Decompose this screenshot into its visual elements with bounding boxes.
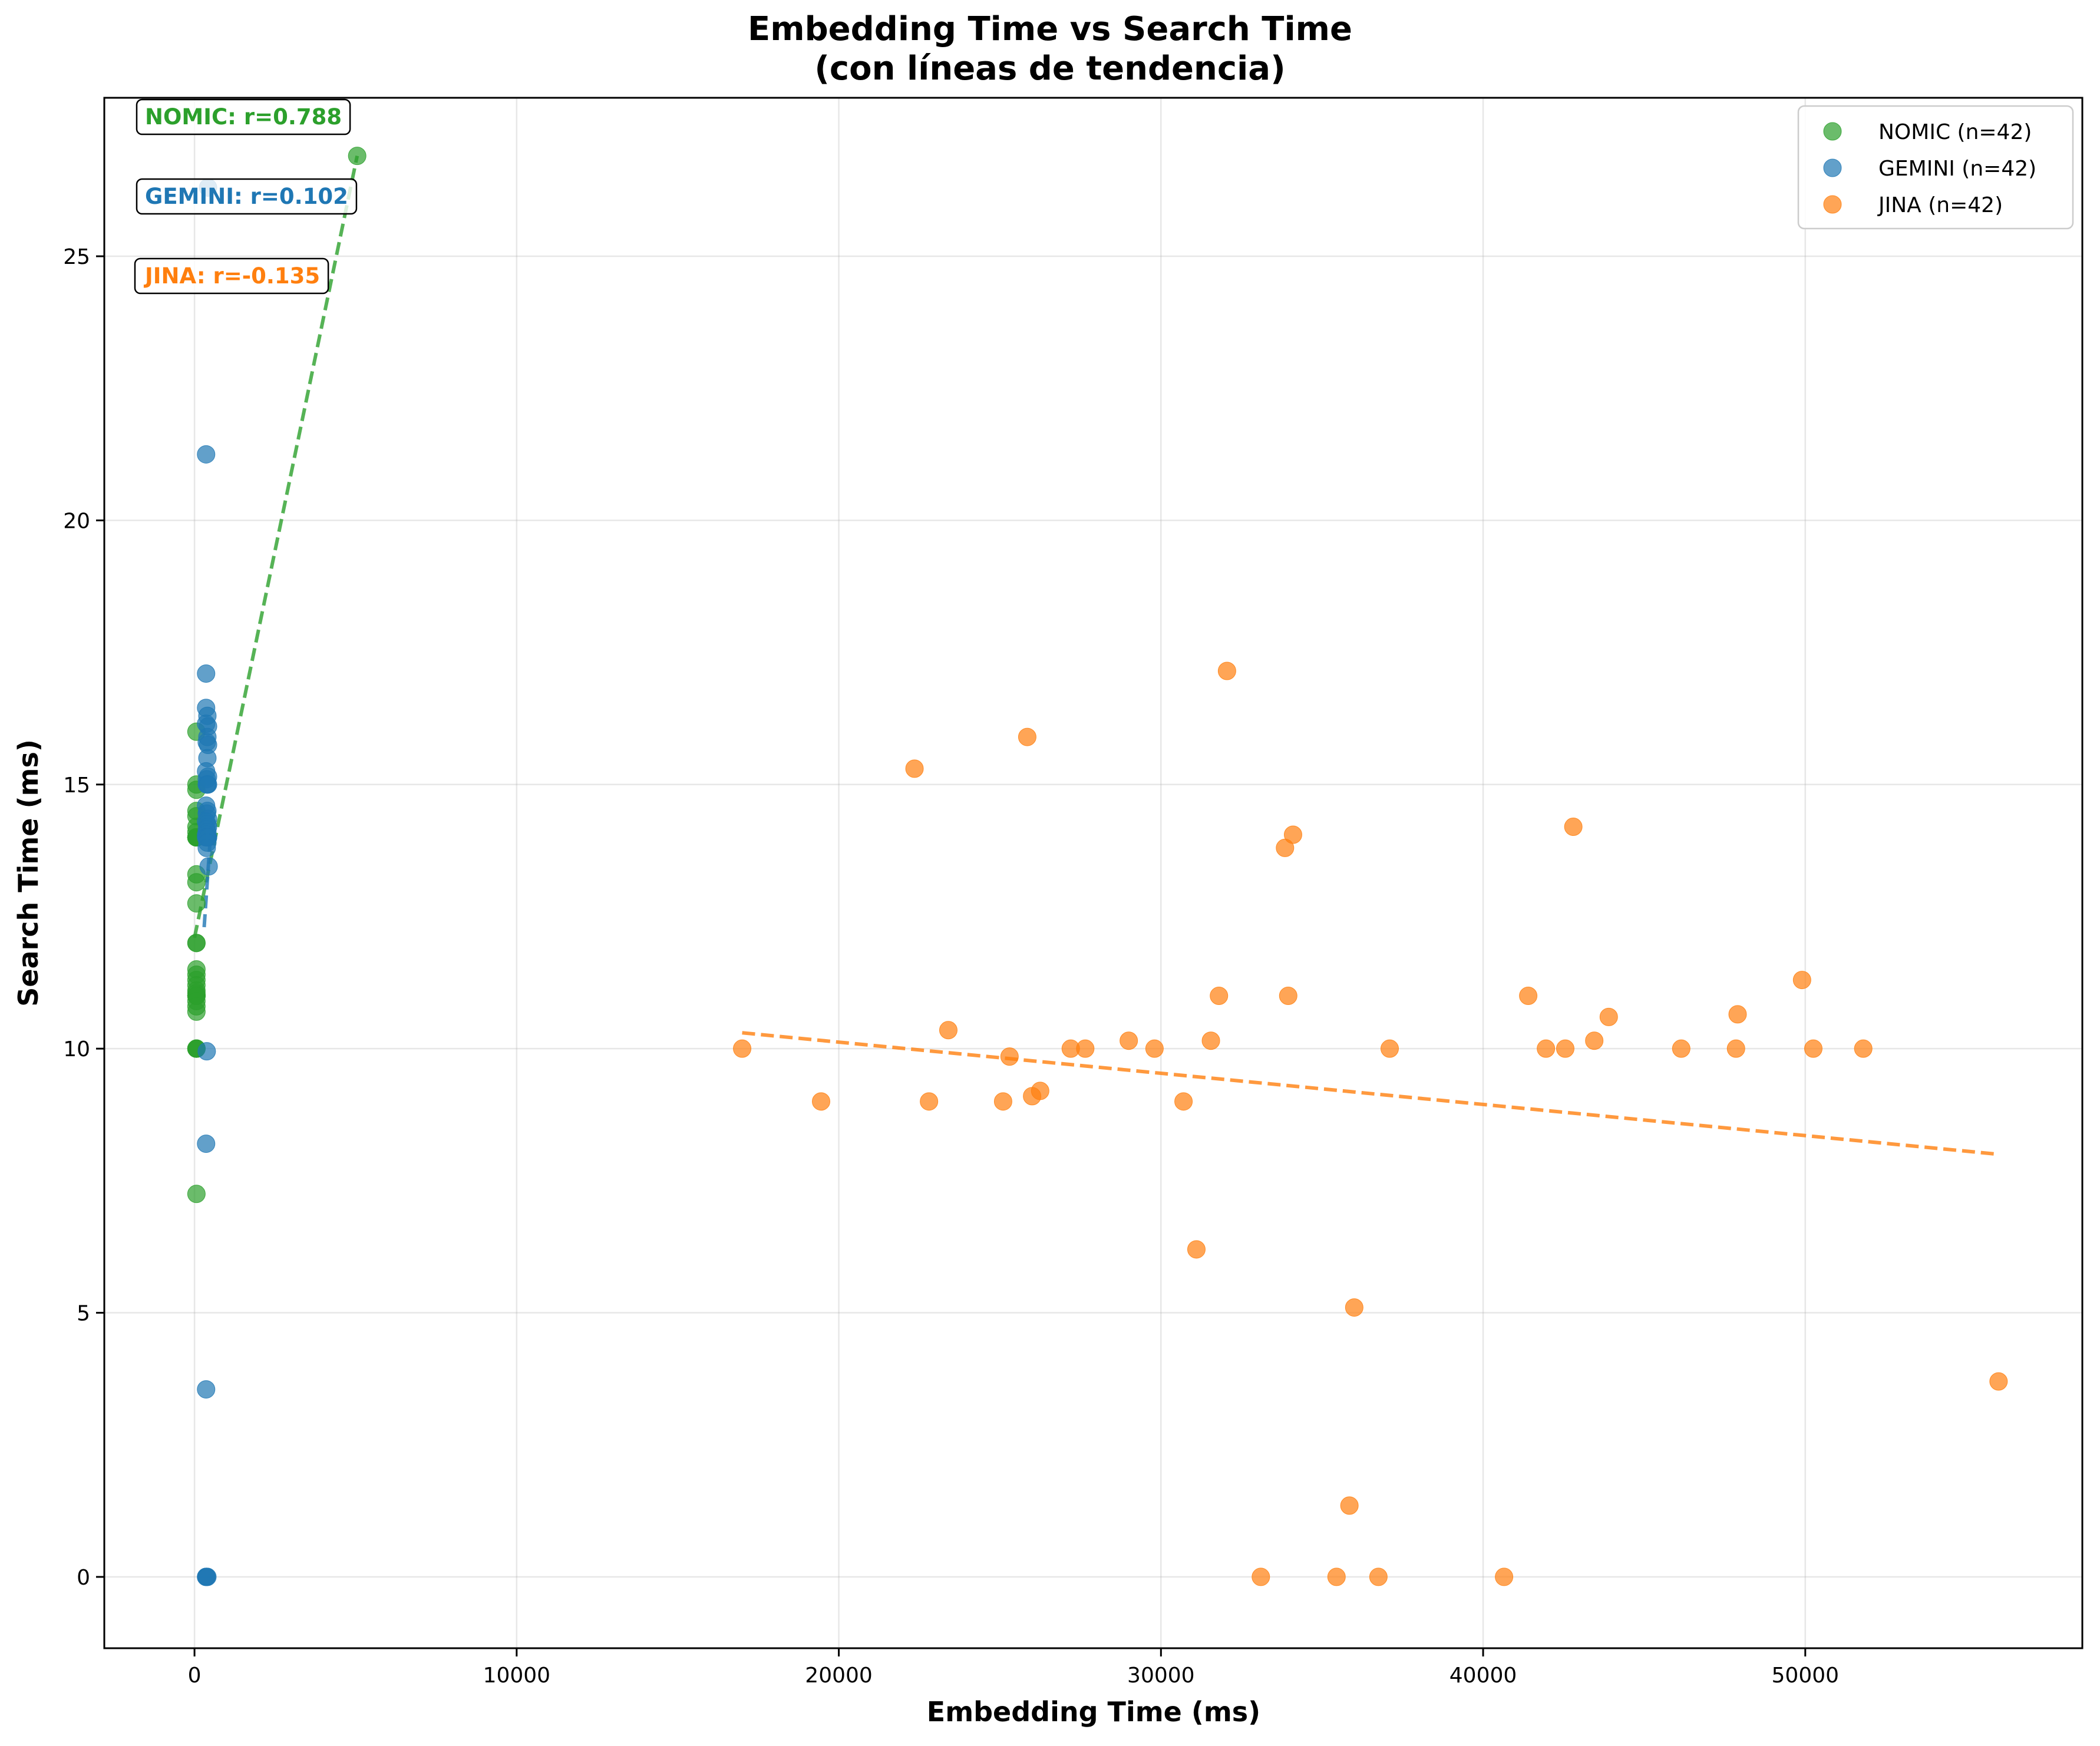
jina-data-point [1217,662,1236,680]
legend: NOMIC (n=42) GEMINI (n=42) JINA (n=42) [1797,105,2074,230]
jina-data-point [1276,838,1295,857]
jina-correlation-badge: JINA: r=-0.135 [134,257,329,295]
jina-data-point [1283,825,1302,844]
gemini-data-point [197,1042,216,1061]
gemini-correlation-badge: GEMINI: r=0.102 [136,178,358,215]
jina-data-point [812,1092,831,1111]
jina-data-point [1327,1568,1346,1586]
grid-lines [104,98,2082,1648]
jina-data-point [905,759,924,778]
gemini-data-point [197,1380,216,1399]
jina-data-point [1381,1039,1399,1058]
jina-data-point [1804,1039,1822,1058]
gemini-data-point [199,857,218,876]
jina-legend-marker [1823,195,1842,214]
y-tick-label: 20 [63,509,90,533]
jina-data-point [1726,1039,1745,1058]
y-tick-label: 10 [63,1037,90,1062]
jina-data-point [1792,971,1811,990]
x-tick-label: 50000 [1772,1664,1840,1688]
y-tick-label: 25 [63,245,90,269]
y-tick-label: 0 [77,1566,90,1590]
correlation-labels: NOMIC: r=0.788 GEMINI: r=0.102 JINA: r=-0.… [134,98,358,295]
jina-data-point [1252,1568,1270,1586]
x-tick-label: 20000 [805,1664,873,1688]
x-axis-ticks: 0 10000 20000 30000 40000 50000 [188,1648,1839,1688]
gemini-legend-marker [1823,158,1842,177]
gemini-legend-label: GEMINI (n=42) [1878,157,2036,181]
jina-data-point [1854,1039,1873,1058]
gemini-data-point [199,775,217,794]
jina-data-point [1672,1039,1690,1058]
nomic-data-point [348,147,366,166]
nomic-data-point [187,1185,206,1203]
gemini-data-point [197,1135,216,1153]
nomic-data-point [187,1002,206,1021]
x-tick-label: 40000 [1449,1664,1517,1688]
y-axis-label: Search Time (ms) [12,739,44,1007]
jina-data-point [1210,986,1229,1005]
x-tick-label: 30000 [1127,1664,1195,1688]
nomic-trend-line [193,156,359,938]
jina-data-point [1174,1092,1193,1111]
legend-box [1797,105,2074,230]
jina-data-point [1279,986,1297,1005]
jina-data-point [1599,1007,1618,1026]
chart-title: Embedding Time vs Search Time [748,10,1352,48]
plot-frame [103,97,2084,1649]
nomic-correlation-badge: NOMIC: r=0.788 [136,98,351,135]
trend-lines [193,156,1999,1156]
gemini-correlation-label: GEMINI: r=0.102 [145,184,348,209]
jina-data-point [1145,1039,1164,1058]
jina-legend-label: JINA (n=42) [1877,193,2003,217]
y-tick-label: 5 [77,1302,90,1326]
data-points [187,147,2008,1586]
jina-data-point [1989,1372,2008,1391]
nomic-data-point [187,894,206,913]
jina-data-point [1519,986,1538,1005]
gemini-data-point [197,445,216,464]
nomic-data-point [187,934,206,953]
y-tick-label: 15 [63,773,90,798]
x-axis-label: Embedding Time (ms) [927,1696,1260,1728]
x-tick-label: 10000 [483,1664,551,1688]
jina-data-point [1556,1039,1574,1058]
gemini-data-point [197,838,216,857]
nomic-data-point [187,873,206,892]
jina-data-point [1495,1568,1514,1586]
jina-correlation-label: JINA: r=-0.135 [143,263,320,289]
gemini-trend-line [202,842,212,928]
jina-data-point [1537,1039,1556,1058]
jina-data-point [1000,1047,1019,1066]
jina-data-point [1345,1298,1363,1317]
y-axis-ticks: 0 5 10 15 20 25 [63,245,104,1590]
jina-data-point [1031,1082,1049,1100]
gemini-correlation-box [136,178,358,215]
jina-data-point [1018,727,1036,746]
jina-data-point [1120,1031,1138,1050]
jina-data-point [1187,1240,1206,1259]
gemini-data-point [197,1568,216,1586]
jina-data-point [993,1092,1012,1111]
jina-data-point [733,1039,752,1058]
jina-data-point [1369,1568,1388,1586]
jina-data-point [1201,1031,1220,1050]
nomic-correlation-label: NOMIC: r=0.788 [145,104,342,130]
jina-data-point [1728,1005,1747,1024]
nomic-correlation-box [136,98,351,135]
jina-trend-line [742,1031,1999,1156]
jina-data-point [1076,1039,1095,1058]
nomic-legend-label: NOMIC (n=42) [1878,120,2032,144]
nomic-legend-marker [1823,122,1842,141]
x-tick-label: 0 [188,1664,202,1688]
jina-data-point [1585,1031,1604,1050]
jina-data-point [920,1092,939,1111]
chart-subtitle: (con líneas de tendencia) [814,49,1285,88]
gemini-data-point [197,664,216,683]
jina-data-point [1340,1496,1359,1515]
jina-correlation-box [134,257,329,295]
jina-data-point [939,1021,957,1040]
jina-data-point [1564,818,1583,836]
